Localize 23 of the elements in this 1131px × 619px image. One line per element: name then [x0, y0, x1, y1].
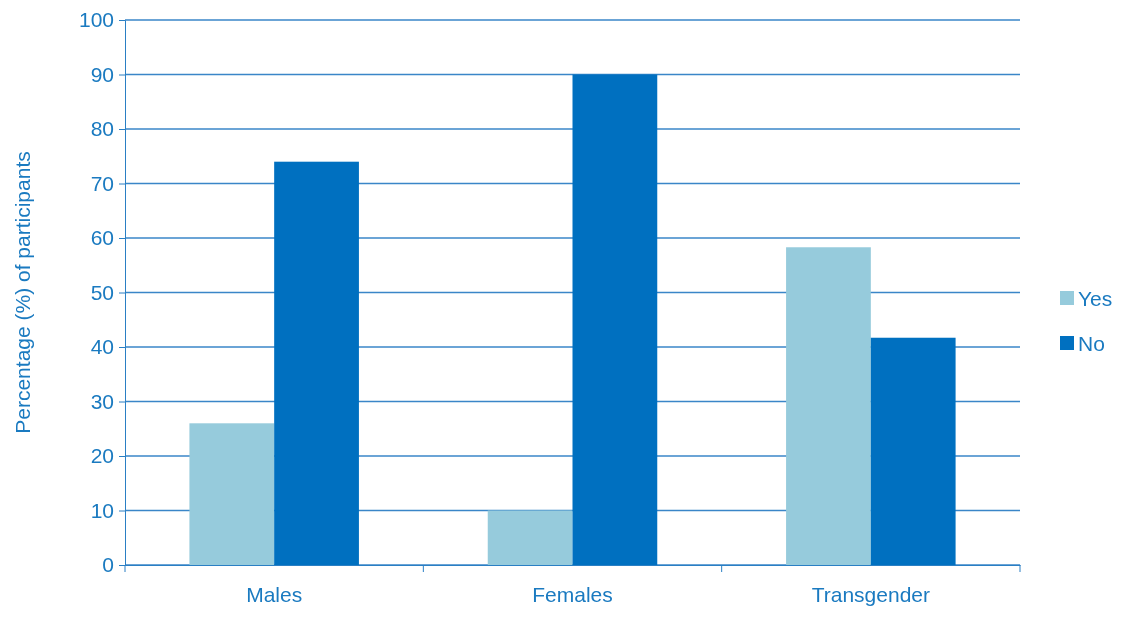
legend-label: No: [1078, 331, 1105, 355]
y-tick-label: 90: [90, 62, 114, 86]
y-tick-label: 10: [90, 498, 114, 522]
bar: [274, 161, 359, 565]
y-tick-label: 20: [90, 444, 114, 468]
x-tick-label: Females: [532, 582, 613, 606]
x-tick-label: Transgender: [811, 582, 930, 606]
bar: [786, 247, 871, 565]
legend-label: Yes: [1078, 286, 1113, 310]
bar: [189, 423, 275, 565]
y-tick-label: 0: [102, 553, 114, 577]
y-tick-label: 50: [90, 280, 114, 304]
y-tick-label: 80: [90, 117, 114, 141]
y-tick-label: 30: [90, 389, 114, 413]
x-tick-label: Males: [246, 582, 303, 606]
y-tick-label: 70: [90, 171, 114, 195]
y-tick-label: 40: [90, 335, 114, 359]
bar: [572, 74, 658, 565]
y-tick-label: 100: [78, 8, 114, 32]
bar: [487, 510, 573, 565]
bar: [870, 337, 956, 565]
y-tick-label: 60: [90, 226, 114, 250]
y-axis-title: Percentage (%) of participants: [11, 151, 34, 434]
